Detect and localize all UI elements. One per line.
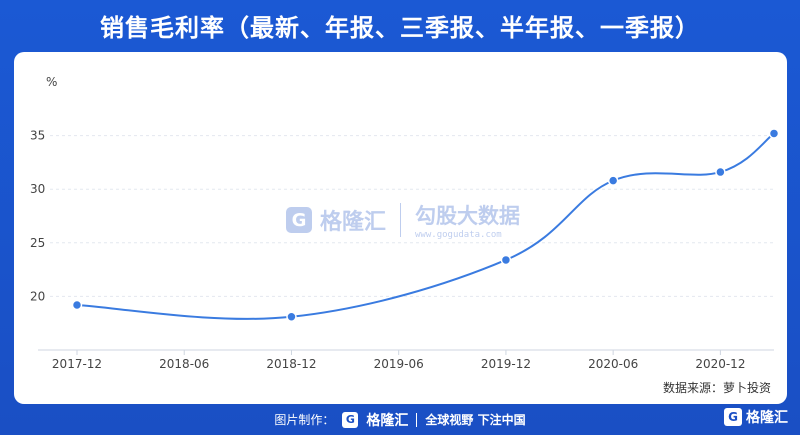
corner-logo-icon: G bbox=[724, 408, 742, 426]
data-point bbox=[500, 254, 512, 266]
x-tick-label: 2018-12 bbox=[266, 357, 316, 371]
y-tick-label: 35 bbox=[30, 129, 45, 143]
data-source: 数据来源：萝卜投资 bbox=[662, 381, 771, 395]
footer-divider bbox=[416, 412, 418, 427]
x-tick-label: 2018-06 bbox=[159, 357, 209, 371]
x-tick-label: 2017-12 bbox=[52, 357, 102, 371]
y-tick-label: 30 bbox=[30, 182, 45, 196]
data-point bbox=[607, 175, 619, 186]
watermark-logo-icon: G bbox=[286, 207, 312, 233]
x-tick-label: 2019-12 bbox=[481, 357, 531, 371]
data-point bbox=[715, 166, 726, 178]
line-chart: 20 25 30 35% 2017-12 2018-06 2018-12 2019-06 201… bbox=[30, 75, 780, 371]
watermark: G 格隆汇 勾股大数据 www.gogudata.com bbox=[286, 200, 520, 240]
x-tick-label: 2019-06 bbox=[374, 357, 424, 371]
y-axis-label: % bbox=[46, 75, 57, 89]
footer: 图片制作： G 格隆汇 全球视野 下注中国 bbox=[0, 404, 800, 435]
footer-logo-icon: G bbox=[342, 411, 359, 428]
chart-panel: 20 25 30 35% 2017-12 2018-06 2018-12 2019-06 201… bbox=[14, 52, 787, 404]
y-tick-label: 25 bbox=[30, 236, 45, 250]
data-point bbox=[286, 311, 297, 323]
x-tick-label: 2020-12 bbox=[695, 357, 745, 371]
footer-slogan: 全球视野 下注中国 bbox=[425, 413, 526, 427]
data-point bbox=[768, 128, 780, 139]
watermark-url: www.gogudata.com bbox=[415, 230, 502, 240]
x-tick-label: 2020-06 bbox=[588, 357, 638, 371]
footer-logo-text: 格隆汇 bbox=[366, 412, 409, 429]
corner-logo: G 格隆汇 bbox=[724, 407, 788, 427]
watermark-secondary: 勾股大数据 www.gogudata.com bbox=[415, 200, 520, 240]
chart-title: 销售毛利率（最新、年报、三季报、半年报、一季报） bbox=[100, 13, 700, 42]
corner-logo-text: 格隆汇 bbox=[746, 410, 788, 426]
footer-made-by: 图片制作： bbox=[274, 413, 335, 427]
watermark-brand-secondary: 勾股大数据 bbox=[415, 204, 521, 228]
data-point bbox=[71, 299, 83, 311]
y-tick-label: 20 bbox=[30, 289, 45, 303]
watermark-divider bbox=[400, 203, 402, 237]
watermark-brand: 格隆汇 bbox=[320, 210, 387, 235]
